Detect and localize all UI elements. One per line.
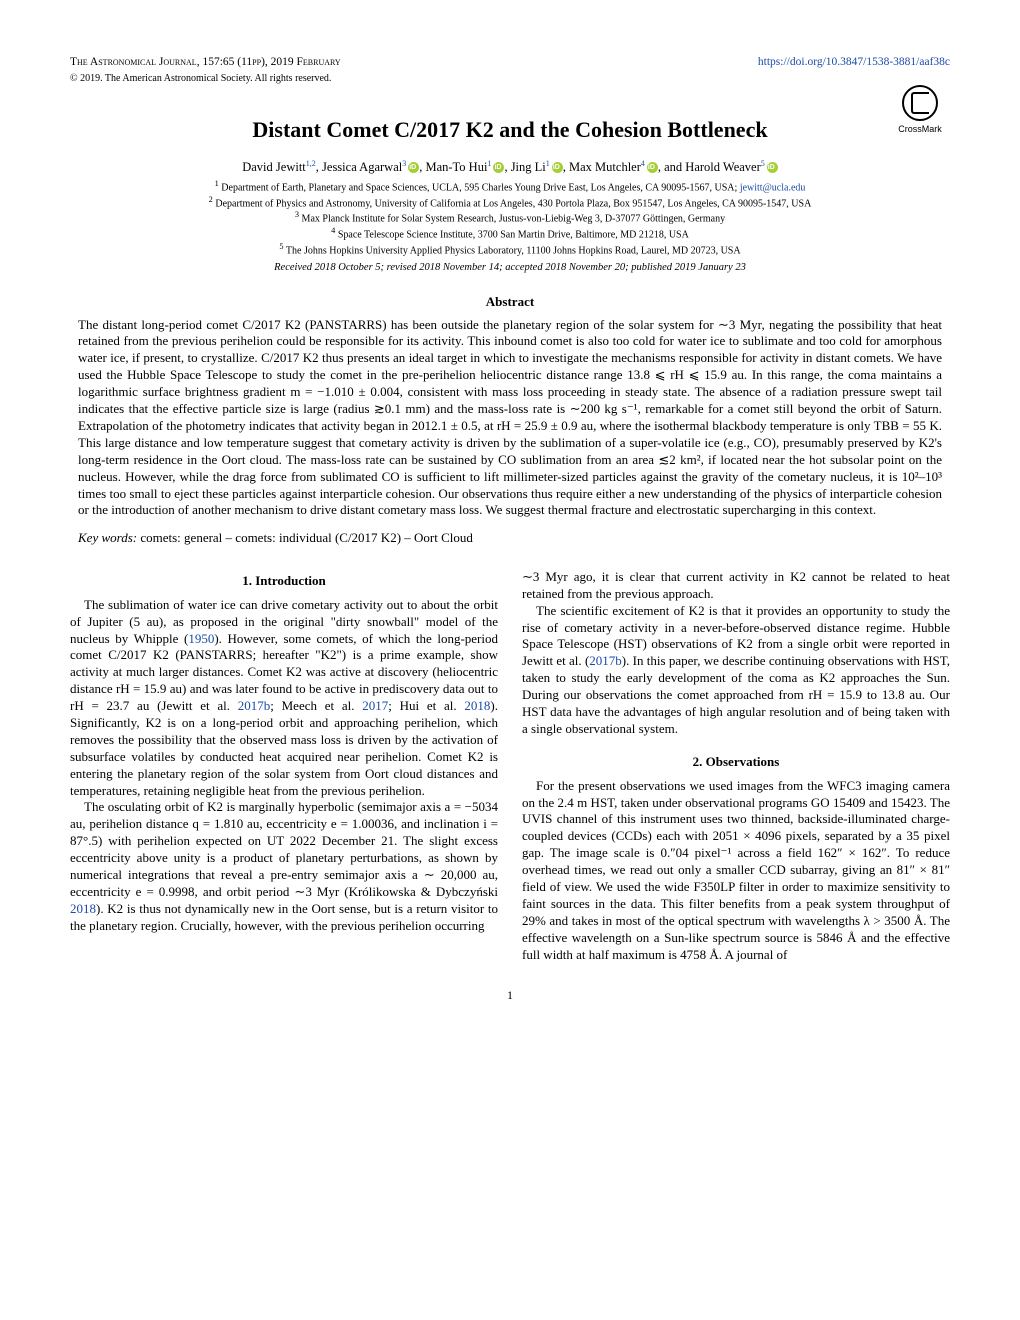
body-text: The osculating orbit of K2 is marginally… bbox=[70, 799, 498, 898]
citation-link[interactable]: 2017b bbox=[238, 698, 271, 713]
doi-link[interactable]: https://doi.org/10.3847/1538-3881/aaf38c bbox=[758, 55, 950, 71]
orcid-icon[interactable] bbox=[647, 162, 658, 173]
orcid-icon[interactable] bbox=[552, 162, 563, 173]
author-name: , Max Mutchler bbox=[563, 160, 641, 174]
body-paragraph: The sublimation of water ice can drive c… bbox=[70, 597, 498, 800]
body-text: ; Hui et al. bbox=[388, 698, 464, 713]
author-name: , Man-To Hui bbox=[419, 160, 487, 174]
author-name: David Jewitt bbox=[242, 160, 306, 174]
affil-text: The Johns Hopkins University Applied Phy… bbox=[284, 245, 741, 256]
body-paragraph: For the present observations we used ima… bbox=[522, 778, 950, 964]
body-text: ; Meech et al. bbox=[270, 698, 362, 713]
keywords-line: Key words: comets: general – comets: ind… bbox=[78, 529, 942, 547]
affil-text: Department of Earth, Planetary and Space… bbox=[219, 182, 740, 193]
author-list: David Jewitt1,2, Jessica Agarwal3 , Man-T… bbox=[70, 159, 950, 176]
orcid-icon[interactable] bbox=[493, 162, 504, 173]
affil-sup[interactable]: 1,2 bbox=[306, 159, 316, 168]
citation-link[interactable]: 2018 bbox=[70, 901, 96, 916]
citation-link[interactable]: 2017b bbox=[589, 653, 622, 668]
author-email-link[interactable]: jewitt@ucla.edu bbox=[740, 182, 806, 193]
body-paragraph: ∼3 Myr ago, it is clear that current act… bbox=[522, 569, 950, 603]
section-heading: 1. Introduction bbox=[70, 573, 498, 590]
affil-text: Department of Physics and Astronomy, Uni… bbox=[213, 198, 811, 209]
citation-link[interactable]: 1950 bbox=[188, 631, 214, 646]
orcid-icon[interactable] bbox=[408, 162, 419, 173]
affil-sup[interactable]: 1 bbox=[546, 159, 550, 168]
page-number: 1 bbox=[70, 987, 950, 1003]
publication-dates: Received 2018 October 5; revised 2018 No… bbox=[70, 261, 950, 275]
author-name: , and Harold Weaver bbox=[658, 160, 761, 174]
keywords-text: comets: general – comets: individual (C/… bbox=[137, 530, 473, 545]
crossmark-label: CrossMark bbox=[895, 123, 945, 135]
affil-text: Space Telescope Science Institute, 3700 … bbox=[335, 230, 689, 241]
citation-link[interactable]: 2018 bbox=[464, 698, 490, 713]
copyright-text: © 2019. The American Astronomical Societ… bbox=[70, 72, 950, 86]
header-row: The Astronomical Journal, 157:65 (11pp),… bbox=[70, 55, 950, 71]
body-paragraph: The osculating orbit of K2 is marginally… bbox=[70, 799, 498, 934]
body-columns: 1. Introduction The sublimation of water… bbox=[70, 569, 950, 964]
crossmark-badge[interactable]: CrossMark bbox=[895, 85, 945, 135]
left-column: 1. Introduction The sublimation of water… bbox=[70, 569, 498, 964]
body-paragraph: The scientific excitement of K2 is that … bbox=[522, 603, 950, 738]
keywords-label: Key words: bbox=[78, 530, 137, 545]
crossmark-icon bbox=[902, 85, 938, 121]
affil-sup[interactable]: 1 bbox=[487, 159, 491, 168]
affil-sup[interactable]: 3 bbox=[402, 159, 406, 168]
author-name: , Jessica Agarwal bbox=[316, 160, 402, 174]
author-name: , Jing Li bbox=[504, 160, 545, 174]
section-heading: 2. Observations bbox=[522, 754, 950, 771]
abstract-text: The distant long-period comet C/2017 K2 … bbox=[78, 317, 942, 520]
orcid-icon[interactable] bbox=[767, 162, 778, 173]
journal-citation: The Astronomical Journal, 157:65 (11pp),… bbox=[70, 55, 341, 71]
citation-link[interactable]: 2017 bbox=[362, 698, 388, 713]
affil-sup[interactable]: 4 bbox=[641, 159, 645, 168]
affiliations-block: 1 Department of Earth, Planetary and Spa… bbox=[70, 179, 950, 258]
affil-text: Max Planck Institute for Solar System Re… bbox=[299, 214, 725, 225]
affil-sup[interactable]: 5 bbox=[761, 159, 765, 168]
abstract-heading: Abstract bbox=[70, 293, 950, 311]
paper-title: Distant Comet C/2017 K2 and the Cohesion… bbox=[70, 115, 950, 145]
body-text: ). K2 is thus not dynamically new in the… bbox=[70, 901, 498, 933]
right-column: ∼3 Myr ago, it is clear that current act… bbox=[522, 569, 950, 964]
